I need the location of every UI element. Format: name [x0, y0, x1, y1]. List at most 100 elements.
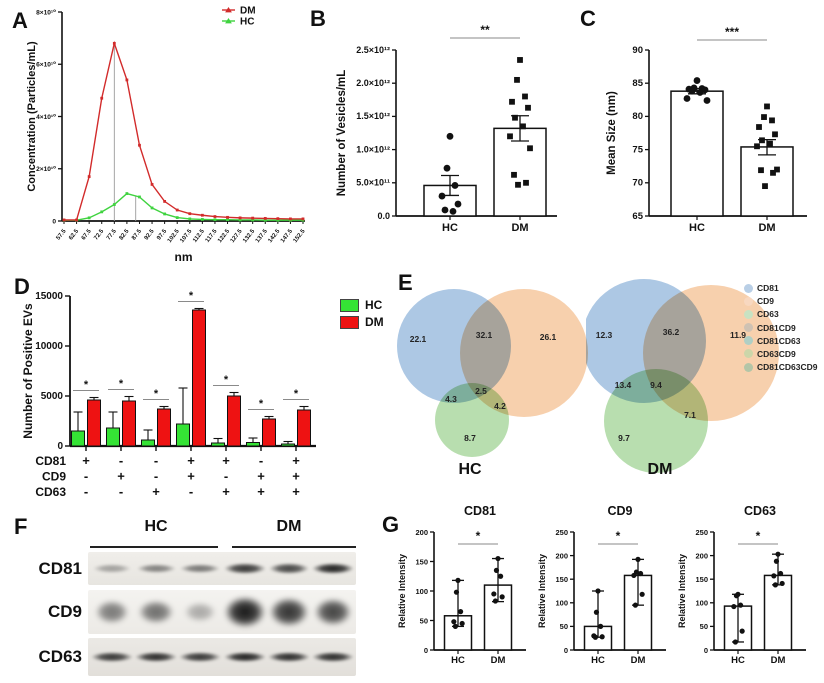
- data-point-DM: [226, 215, 229, 219]
- venn-legend-swatch-CD81CD63: [744, 336, 753, 346]
- legend-label-HC: HC: [240, 16, 254, 27]
- sign-CD81: +: [222, 453, 230, 468]
- blot-band-CD81-lane2: [136, 564, 176, 573]
- category-label-DM: DM: [511, 222, 528, 234]
- legend-item-HC: HC: [340, 298, 384, 312]
- scatter-point-DM: [756, 124, 762, 130]
- venn-value: 2.5: [475, 386, 487, 396]
- sign-CD81: -: [259, 453, 263, 468]
- data-point-HC: [238, 218, 242, 222]
- category-label-HC: HC: [689, 222, 705, 234]
- data-point-HC: [138, 195, 141, 199]
- x-tick-label: 142.5: [267, 228, 281, 244]
- scatter-point-DM: [767, 140, 773, 147]
- scatter-point-DM: [758, 167, 764, 174]
- sign-CD81: +: [82, 453, 90, 468]
- venn-legend-swatch-CD81CD63CD9: [744, 362, 753, 372]
- panel-g-label: G: [382, 512, 400, 537]
- venn-legend-swatch-CD63CD9: [744, 349, 753, 359]
- y-tick-label: 0: [704, 646, 708, 655]
- venn-value: 8.7: [464, 433, 476, 443]
- venn-legend-label-CD81CD63: CD81CD63: [757, 335, 801, 346]
- blot-band-CD63-lane6: [312, 651, 354, 663]
- bar-DM: [262, 418, 276, 447]
- data-point-DM: [276, 217, 280, 221]
- sign-CD81: +: [292, 453, 300, 468]
- blot-row-label-CD81: CD81: [38, 558, 82, 578]
- venn-legend-item-CD81CD63: CD81CD63: [744, 336, 817, 346]
- scatter-point-HC: [688, 87, 696, 95]
- sign-CD81: -: [119, 453, 123, 468]
- venn-diagram-dm: 12.3 36.2 11.9 13.4 9.4 7.1 9.7 DM: [586, 279, 779, 478]
- y-tick-label: 2×10¹⁰: [36, 166, 56, 173]
- y-tick-label: 80: [632, 111, 643, 122]
- scatter-point-DM: [525, 104, 531, 111]
- y-tick-label: 5.0×10¹¹: [356, 178, 390, 188]
- significance-stars: *: [154, 388, 159, 400]
- scatter-point-DM: [761, 114, 767, 120]
- scatter-point-HC: [446, 132, 454, 140]
- scatter-point-DM: [507, 133, 513, 140]
- y-tick-label: 0: [564, 646, 568, 655]
- scatter-point-DM: [771, 573, 777, 579]
- western-blot: HC DM CD81 CD9 CD63: [28, 518, 360, 682]
- blot-band-CD9-lane4: [224, 596, 266, 628]
- blot-group-header-HC: HC: [144, 518, 168, 535]
- data-point-DM: [112, 41, 116, 45]
- scatter-point-HC: [696, 89, 704, 96]
- blot-strip-CD9: [88, 590, 356, 634]
- series-line-HC: [64, 192, 303, 221]
- data-point-DM: [75, 218, 78, 222]
- venn-title-DM: DM: [648, 461, 673, 478]
- y-tick-label: 150: [695, 575, 708, 584]
- y-tick-label: 8×10¹⁰: [36, 9, 56, 16]
- scatter-point-DM: [762, 183, 768, 190]
- legend-label-HC: HC: [365, 298, 383, 312]
- scatter-point-HC: [693, 77, 701, 84]
- y-tick-label: 2.0×10¹²: [356, 78, 390, 88]
- y-tick-label: 90: [632, 45, 643, 56]
- category-label-DM: DM: [771, 655, 786, 666]
- legend-label-DM: DM: [365, 315, 384, 329]
- bar-HC: [670, 90, 724, 217]
- scatter-point-DM: [491, 591, 497, 597]
- scatter-point-HC: [737, 602, 744, 608]
- chart-title-CD63: CD63: [744, 504, 776, 518]
- scatter-point-HC: [595, 588, 601, 594]
- venn-value: 26.1: [540, 332, 557, 342]
- series-line-DM: [64, 40, 303, 221]
- venn-value: 22.1: [410, 334, 427, 344]
- x-tick-label: 57.5: [56, 228, 68, 241]
- blot-band-CD9-lane6: [313, 597, 353, 627]
- panel-f-label: F: [14, 514, 28, 539]
- panel-e-label: E: [398, 270, 413, 295]
- sign-CD9: +: [257, 469, 265, 484]
- venn-legend-item-CD81CD9: CD81CD9: [744, 323, 817, 333]
- venn-value: 4.2: [494, 401, 506, 411]
- significance-stars: *: [294, 388, 299, 400]
- bar-HC: [211, 442, 225, 447]
- y-tick-label: 200: [555, 551, 568, 560]
- x-tick-label: 137.5: [255, 228, 269, 244]
- scatter-point-DM: [497, 573, 504, 579]
- blot-band-CD63-lane3: [179, 651, 221, 663]
- significance-stars: *: [84, 379, 89, 391]
- sign-CD9: +: [117, 469, 125, 484]
- scatter-point-HC: [593, 609, 600, 615]
- data-point-HC: [125, 192, 129, 195]
- venn-legend-label-CD63: CD63: [757, 309, 779, 320]
- legend-swatch-HC: [340, 298, 359, 312]
- data-point-DM: [138, 143, 141, 147]
- scatter-point-DM: [523, 179, 529, 186]
- y-tick-label: 0: [52, 218, 56, 225]
- venn-circle-CD63: [604, 369, 708, 473]
- category-label-HC: HC: [731, 655, 745, 666]
- y-tick-label: 150: [555, 575, 568, 584]
- category-label-DM: DM: [491, 655, 506, 666]
- category-label-HC: HC: [591, 655, 605, 666]
- venn-legend-label-CD9: CD9: [757, 296, 775, 307]
- y-tick-label: 5000: [41, 391, 64, 402]
- data-point-HC: [112, 203, 116, 206]
- y-tick-label: 4×10¹⁰: [36, 114, 56, 121]
- sign-CD81: +: [187, 453, 195, 468]
